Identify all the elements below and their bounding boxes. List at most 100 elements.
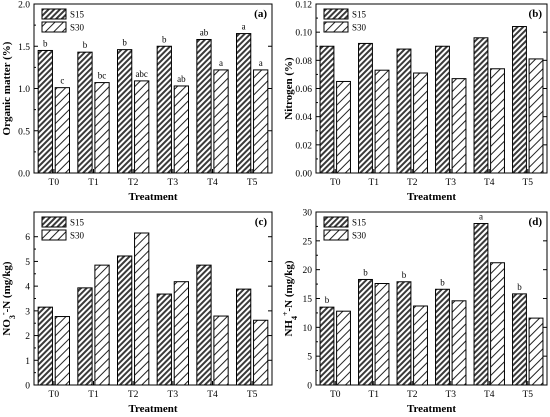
- bar-s30-t2: [413, 305, 428, 386]
- x-tick-label: T0: [330, 390, 341, 400]
- y-tick-label: 0.00: [295, 170, 312, 180]
- bar-s15-t1: [358, 42, 373, 174]
- bar-s15-t5: [235, 288, 252, 386]
- bar-s15-t2: [116, 49, 133, 174]
- x-tick-label: T5: [247, 178, 258, 188]
- x-tick-label: T3: [445, 178, 456, 188]
- chart-panel-2: 0.00 0.02 0.04 0.06 0.08 0.10 0.12 T0 T1 T2 T3 T4 T5…: [283, 1, 548, 203]
- y-tick-label: 1: [25, 357, 30, 367]
- y-tick-label: 5: [25, 258, 30, 268]
- y-tick-label: 0.06: [295, 85, 312, 95]
- bar-s15-t1: [77, 287, 93, 386]
- x-tick-label: T0: [330, 178, 341, 188]
- y-axis-title: Nitrogen (%): [283, 57, 295, 120]
- legend-swatch-s30: [41, 229, 67, 241]
- legend-label-s15: S15: [352, 10, 367, 20]
- bar-s30-t2: [134, 232, 150, 386]
- x-tick-label: T1: [88, 178, 99, 188]
- x-tick-label: T0: [49, 390, 60, 400]
- y-tick-label: 0.08: [295, 57, 312, 67]
- bar-s30-t2: [134, 80, 150, 174]
- x-tick-label: T2: [128, 390, 139, 400]
- bar-s15-t0: [319, 306, 335, 386]
- x-tick-label: T5: [247, 390, 258, 400]
- legend-swatch-s15: [323, 8, 349, 20]
- significance-label: c: [60, 76, 64, 86]
- bar-s15-t0: [37, 306, 53, 386]
- chart-panel-1: 0.0 0.5 1.0 1.5 2.0 T0 T1 T2 T3 T4 T5 b b b b ab a c bc abc…: [1, 1, 273, 203]
- bar-s30-t4: [490, 262, 505, 386]
- legend-swatch-s30: [41, 21, 67, 33]
- y-tick-label: 0.10: [295, 29, 312, 39]
- x-tick-label: T1: [88, 390, 99, 400]
- x-tick-label: T2: [407, 178, 418, 188]
- x-tick-label: T5: [522, 390, 533, 400]
- legend-swatch-s15: [41, 8, 67, 20]
- x-tick-label: T2: [407, 390, 418, 400]
- bar-s30-t4: [213, 69, 229, 174]
- y-tick-label: 6: [25, 233, 30, 243]
- significance-label: ab: [177, 74, 186, 84]
- legend-swatch-s15: [41, 216, 67, 228]
- y-tick-label: 2: [25, 332, 30, 342]
- bar-s15-t5: [235, 33, 252, 174]
- bar-s30-t0: [54, 316, 71, 386]
- significance-label: b: [363, 267, 368, 277]
- x-tick-label: T2: [128, 178, 139, 188]
- panel-label: (c): [255, 216, 268, 228]
- legend-label-s15: S15: [352, 218, 367, 228]
- bar-s15-t3: [435, 45, 450, 174]
- y-tick-label: 0.0: [18, 170, 30, 180]
- bar-s30-t3: [173, 85, 190, 174]
- bar-s15-t1: [358, 278, 373, 386]
- legend-label-s30: S30: [352, 231, 367, 241]
- y-tick-label: 0.04: [295, 113, 312, 123]
- bar-s15-t3: [156, 45, 172, 174]
- y-tick-label: 2.0: [18, 1, 30, 11]
- bar-s30-t1: [374, 283, 390, 386]
- x-axis-title: Treatment: [128, 191, 177, 203]
- bar-s30-t4: [213, 315, 229, 386]
- chart-panel-3: 0 1 2 3 4 5 6 T0 T1 T2 T3 T4 T5 S15 S30 (c) Treatment NO3…: [0, 211, 273, 415]
- bar-s15-t3: [156, 293, 172, 386]
- bar-s15-t3: [435, 288, 450, 386]
- bar-s30-t2: [413, 72, 428, 174]
- bar-s15-t4: [196, 264, 212, 386]
- bar-s15-t0: [319, 45, 335, 174]
- x-tick-label: T0: [49, 178, 60, 188]
- significance-label: b: [43, 38, 48, 48]
- significance-label: a: [242, 22, 246, 32]
- y-axis-title: NO3--N (mg/kg): [0, 261, 17, 336]
- significance-label: b: [440, 277, 445, 287]
- bar-s15-t2: [396, 48, 412, 174]
- legend-label-s30: S30: [352, 23, 367, 33]
- y-tick-label: 1.0: [18, 85, 30, 95]
- significance-label: b: [402, 270, 407, 280]
- y-axis-title: NH4+-N (mg/kg): [281, 260, 299, 336]
- y-tick-label: 3: [25, 307, 30, 317]
- x-axis-title: Treatment: [407, 403, 456, 415]
- legend-label-s30: S30: [70, 23, 85, 33]
- bar-s15-t1: [77, 51, 93, 174]
- bar-s30-t0: [54, 87, 71, 174]
- y-tick-label: 4: [25, 283, 30, 293]
- bar-s30-t5: [528, 317, 544, 386]
- significance-label: b: [162, 34, 167, 44]
- bar-s30-t0: [336, 80, 351, 174]
- legend-swatch-s15: [323, 216, 349, 228]
- significance-label: b: [83, 40, 88, 50]
- significance-label: abc: [135, 69, 148, 79]
- legend-label-s30: S30: [70, 231, 85, 241]
- x-tick-label: T3: [445, 390, 456, 400]
- bar-s15-t4: [473, 223, 489, 386]
- x-tick-label: T4: [207, 390, 218, 400]
- panel-label: (a): [254, 8, 267, 20]
- y-tick-label: 0.5: [18, 127, 30, 137]
- y-tick-label: 5: [307, 353, 312, 363]
- bar-s30-t5: [253, 319, 269, 386]
- significance-label: bc: [98, 71, 107, 81]
- y-tick-label: 20: [303, 266, 313, 276]
- y-tick-label: 25: [303, 237, 313, 247]
- significance-label: a: [479, 212, 483, 222]
